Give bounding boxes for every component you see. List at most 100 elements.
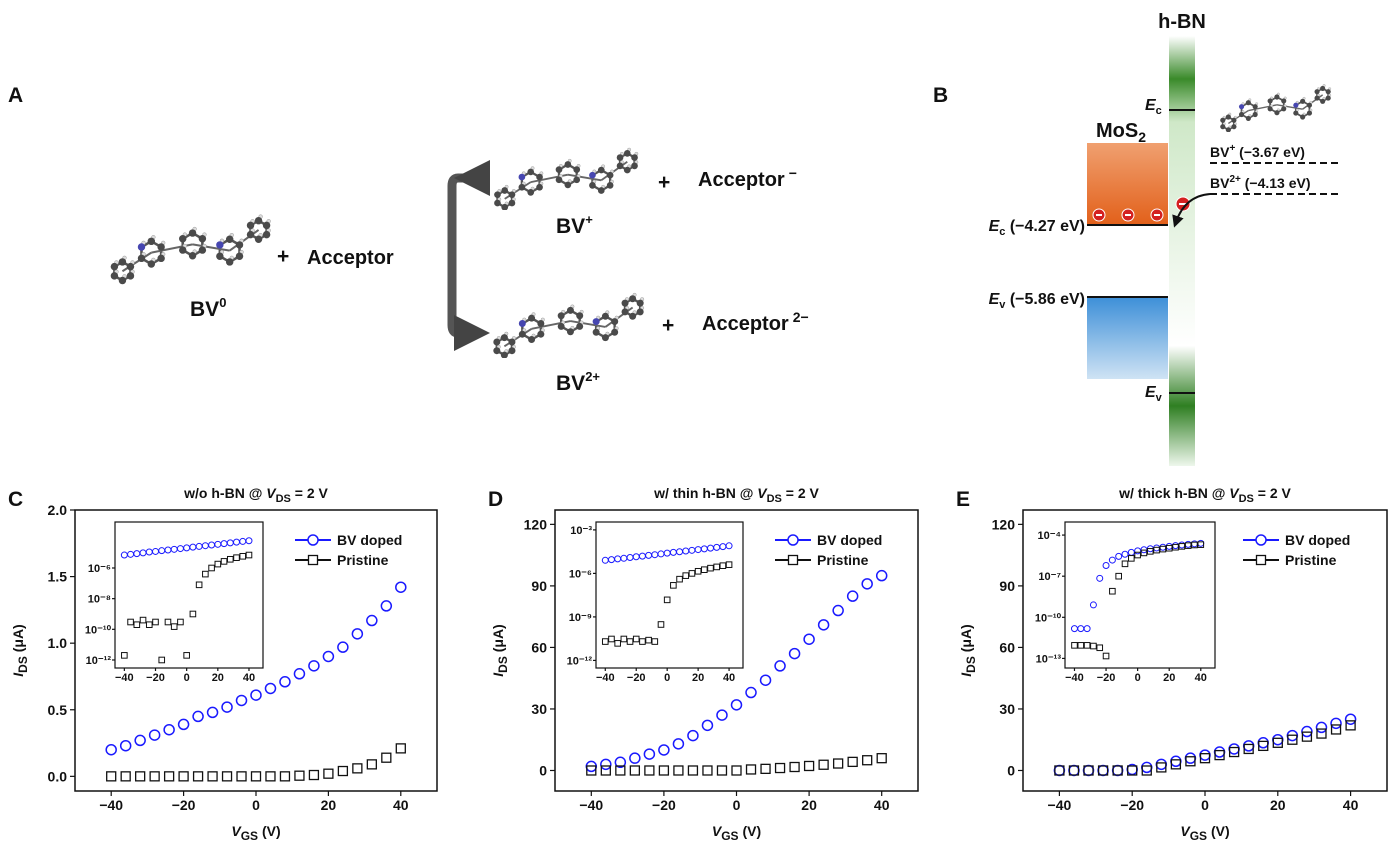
- y-tick-label: 10⁻¹²: [86, 655, 112, 667]
- y-tick-label: 0: [1007, 762, 1015, 778]
- legend-marker: [309, 556, 318, 565]
- x-tick-label: 0: [252, 797, 260, 813]
- y-tick-label: 0.5: [48, 702, 68, 718]
- y-tick-label: 10⁻¹⁰: [1035, 612, 1062, 624]
- x-tick-label: −40: [1048, 797, 1072, 813]
- x-tick-label: 20: [1270, 797, 1286, 813]
- y-tick-label: 10⁻⁹: [569, 612, 592, 624]
- molecule: [494, 148, 638, 211]
- x-tick-label: −20: [627, 672, 646, 684]
- y-tick-label: 0: [539, 762, 547, 778]
- legend-marker: [308, 535, 318, 545]
- x-tick-label: 0: [1201, 797, 1209, 813]
- plus: +: [662, 314, 674, 337]
- plus: +: [277, 245, 289, 268]
- inset-frame: [1065, 522, 1215, 668]
- x-tick-label: 20: [692, 672, 704, 684]
- x-tick-label: 0: [1135, 672, 1141, 684]
- figure: A BV0 + Acceptor BV+ + Acceptor− BV2+ + …: [0, 0, 1390, 842]
- mos2-ec: Ec (−4.27 eV): [989, 218, 1085, 238]
- y-tick-label: 30: [531, 701, 547, 717]
- legend-marker: [1257, 556, 1266, 565]
- y-tick-label: 60: [999, 639, 1015, 655]
- x-tick-label: −20: [1097, 672, 1116, 684]
- x-tick-label: −20: [172, 797, 196, 813]
- x-tick-label: −40: [579, 797, 603, 813]
- x-tick-label: 40: [874, 797, 890, 813]
- species-label: BV+: [556, 212, 593, 238]
- acceptor: Acceptor−: [698, 165, 797, 191]
- y-tick-label: 10⁻⁴: [1038, 530, 1061, 542]
- legend-label: BV doped: [1285, 532, 1350, 548]
- x-tick-label: −20: [146, 672, 165, 684]
- y-tick-label: 60: [531, 639, 547, 655]
- y-tick-label: 10⁻³: [570, 525, 592, 537]
- panel-label: B: [933, 84, 948, 107]
- y-tick-label: 1.5: [48, 569, 68, 585]
- x-tick-label: 20: [801, 797, 817, 813]
- x-tick-label: −40: [99, 797, 123, 813]
- y-tick-label: 90: [999, 578, 1015, 594]
- x-axis-label: VGS (V): [1180, 823, 1229, 842]
- legend-label: Pristine: [1285, 552, 1337, 568]
- y-axis-label: IDS (μA): [958, 624, 978, 676]
- y-tick-label: 1.0: [48, 635, 68, 651]
- x-axis-label: VGS (V): [231, 823, 280, 842]
- x-tick-label: 20: [1163, 672, 1175, 684]
- y-tick-label: 10⁻¹³: [1036, 653, 1062, 665]
- bv2-level: BV2+ (−4.13 eV): [1210, 174, 1311, 191]
- x-tick-label: −40: [115, 672, 134, 684]
- y-tick-label: 2.0: [48, 502, 68, 518]
- valence-band: [1087, 297, 1168, 379]
- y-tick-label: 10⁻¹⁰: [85, 624, 112, 636]
- panel-label: A: [8, 84, 23, 107]
- y-tick-label: 10⁻¹²: [567, 655, 593, 667]
- legend-marker: [789, 556, 798, 565]
- y-tick-label: 10⁻⁷: [1038, 571, 1061, 583]
- x-axis-label: VGS (V): [712, 823, 761, 842]
- molecule: [1220, 84, 1331, 132]
- y-tick-label: 10⁻⁶: [569, 568, 592, 580]
- x-tick-label: 0: [664, 672, 670, 684]
- hbn-ev: Ev: [1145, 384, 1163, 404]
- panel-label: E: [956, 488, 970, 511]
- hbn-layer: [1169, 36, 1195, 466]
- mos2-ev: Ev (−5.86 eV): [989, 291, 1085, 311]
- chart-title: w/ thick h-BN @ VDS = 2 V: [1118, 485, 1291, 505]
- y-tick-label: 30: [999, 701, 1015, 717]
- molecule: [111, 215, 271, 285]
- y-tick-label: 90: [531, 578, 547, 594]
- branch-arrow: [452, 178, 472, 333]
- y-tick-label: 120: [992, 516, 1016, 532]
- species-label: BV0: [190, 295, 226, 321]
- x-tick-label: 0: [184, 672, 190, 684]
- legend-label: BV doped: [337, 532, 402, 548]
- molecule: [493, 293, 644, 358]
- legend-label: Pristine: [817, 552, 869, 568]
- chart-title: w/ thin h-BN @ VDS = 2 V: [653, 485, 819, 505]
- x-tick-label: 0: [733, 797, 741, 813]
- y-tick-label: 120: [524, 516, 548, 532]
- x-tick-label: −20: [1120, 797, 1144, 813]
- legend-label: Pristine: [337, 552, 389, 568]
- x-tick-label: 20: [212, 672, 224, 684]
- y-axis-label: IDS (μA): [490, 624, 510, 676]
- x-tick-label: −20: [652, 797, 676, 813]
- x-tick-label: 20: [321, 797, 337, 813]
- y-tick-label: 10⁻⁶: [88, 563, 111, 575]
- hbn-ec: Ec: [1145, 97, 1162, 117]
- mos2-label: MoS2: [1096, 120, 1146, 145]
- legend-label: BV doped: [817, 532, 882, 548]
- x-tick-label: 40: [243, 672, 255, 684]
- x-tick-label: 40: [1343, 797, 1359, 813]
- panel-label: C: [8, 488, 23, 511]
- x-tick-label: 40: [1195, 672, 1207, 684]
- chart-title: w/o h-BN @ VDS = 2 V: [183, 485, 328, 505]
- legend-marker: [1256, 535, 1266, 545]
- x-tick-label: −40: [596, 672, 615, 684]
- species-label: BV2+: [556, 369, 600, 395]
- y-tick-label: 10⁻⁸: [88, 594, 111, 606]
- hbn-label: h-BN: [1158, 11, 1206, 33]
- plus: +: [658, 171, 670, 194]
